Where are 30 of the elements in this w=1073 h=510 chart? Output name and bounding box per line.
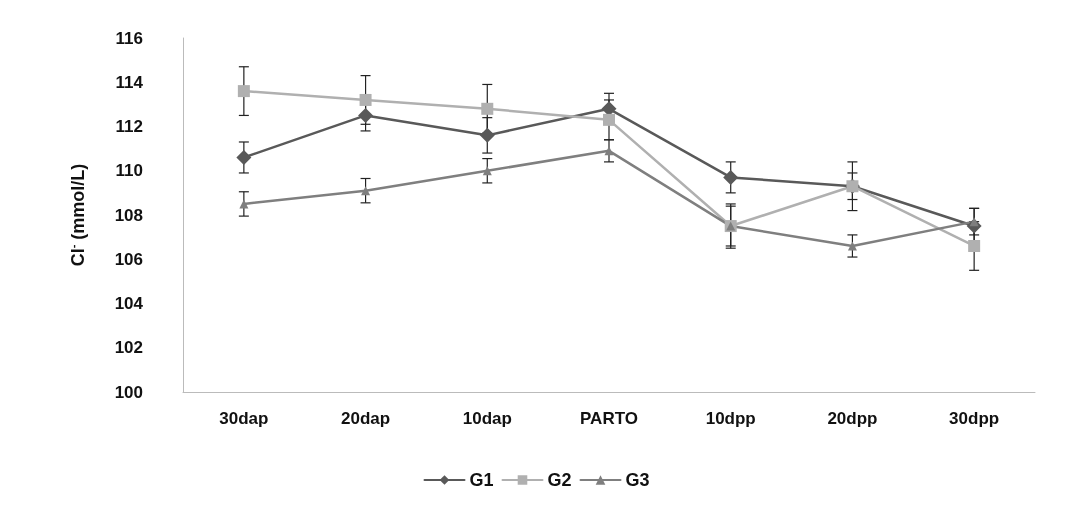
y-tick-label: 112 — [115, 117, 143, 136]
point — [968, 239, 981, 252]
y-tick-label: 104 — [114, 294, 144, 313]
point — [723, 169, 739, 185]
y-tick-label: 114 — [115, 72, 144, 92]
x-tick-label: 30dpp — [949, 409, 1000, 428]
point — [603, 113, 615, 126]
y-axis-title: Cl- (mmol/L) — [66, 163, 88, 267]
y-tick-label: 116 — [115, 28, 143, 48]
point — [237, 85, 250, 98]
point — [359, 93, 372, 106]
legend-label: G2 — [547, 470, 572, 490]
x-tick-label: 10dpp — [705, 409, 756, 428]
point — [358, 107, 374, 123]
point — [236, 149, 252, 165]
point — [361, 186, 371, 196]
y-tick-label: 106 — [114, 249, 143, 269]
x-tick-label: 10dap — [462, 409, 512, 428]
y-tick-label: 108 — [114, 205, 143, 225]
y-tick-label: 110 — [115, 161, 143, 181]
y-tick-label: 100 — [114, 382, 143, 402]
point — [481, 102, 494, 115]
x-tick-label: 20dap — [341, 409, 391, 428]
legend-label: G1 — [469, 470, 494, 490]
point — [479, 127, 495, 143]
x-tick-label: 30dap — [219, 409, 269, 428]
x-tick-label: PARTO — [580, 409, 638, 428]
x-tick-label: 20dpp — [827, 409, 878, 428]
legend-label: G3 — [625, 470, 650, 490]
y-tick-label: 102 — [114, 338, 143, 358]
